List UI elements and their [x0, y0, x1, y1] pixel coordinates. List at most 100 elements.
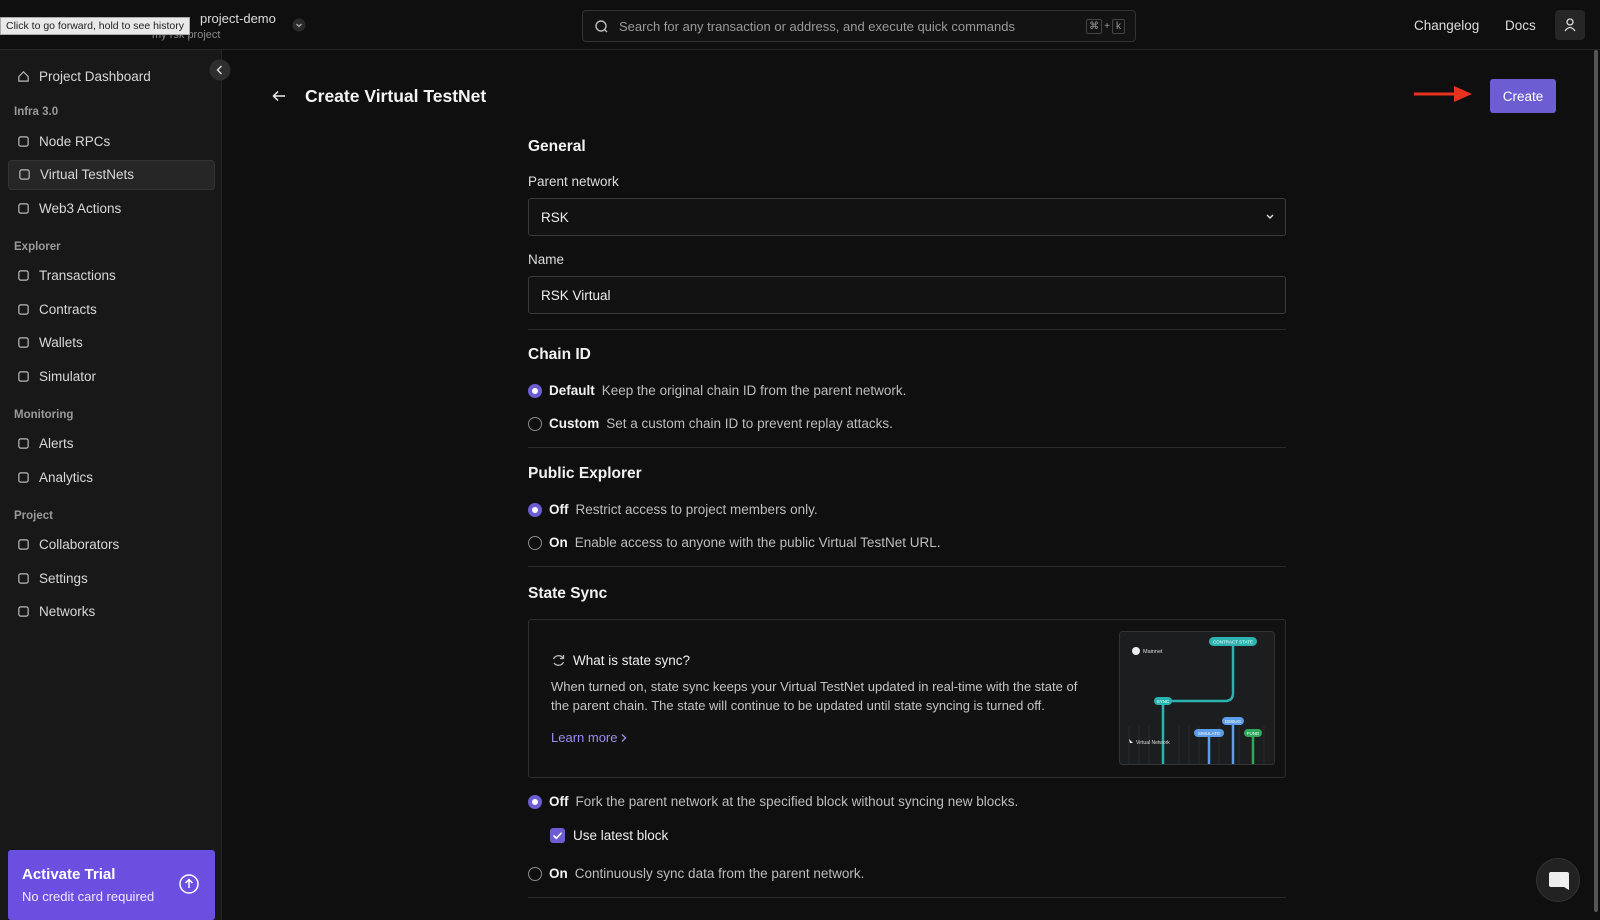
- input-value: RSK Virtual: [541, 287, 611, 303]
- nav-label: Alerts: [39, 436, 74, 451]
- radio[interactable]: [528, 866, 542, 881]
- changelog-link[interactable]: Changelog: [1414, 18, 1480, 33]
- nav-section-title: Explorer: [14, 240, 61, 253]
- nav-item[interactable]: Collaborators: [8, 530, 215, 560]
- nav-icon: [18, 135, 29, 147]
- collapse-button[interactable]: [209, 59, 231, 81]
- nav-item[interactable]: Settings: [8, 563, 215, 593]
- project-dropdown[interactable]: [292, 18, 306, 32]
- nav-item[interactable]: Networks: [8, 597, 215, 627]
- checkbox-row[interactable]: Use latest block: [550, 828, 668, 843]
- option-label: Off: [549, 794, 569, 809]
- trial-icon: [179, 874, 199, 894]
- nav-section-title: Monitoring: [14, 408, 74, 421]
- nav-item[interactable]: Wallets: [8, 328, 215, 358]
- nav-label: Virtual TestNets: [40, 167, 135, 182]
- chat-button[interactable]: [1536, 858, 1580, 902]
- shortcut-plus: +: [1104, 20, 1110, 32]
- trial-subtitle: No credit card required: [22, 889, 155, 904]
- nav-icon: [18, 539, 29, 550]
- divider: [528, 447, 1286, 448]
- link-chevron: [622, 733, 627, 742]
- page-title: Create Virtual TestNet: [305, 86, 487, 106]
- radio-option[interactable]: Default Keep the original chain ID from t…: [528, 383, 906, 398]
- radio[interactable]: [528, 502, 542, 517]
- shortcut-key: ⌘: [1086, 18, 1103, 34]
- radio-option[interactable]: On Continuously sync data from the parent…: [528, 866, 864, 881]
- nav-label: Analytics: [39, 469, 94, 485]
- create-button[interactable]: Create: [1490, 79, 1556, 113]
- search-icon: [595, 20, 608, 33]
- option-description: Set a custom chain ID to prevent replay …: [606, 416, 893, 431]
- radio-option[interactable]: Custom Set a custom chain ID to prevent r…: [528, 416, 893, 431]
- info-title: What is state sync?: [573, 653, 691, 668]
- nav-icon: [18, 572, 29, 584]
- radio-option[interactable]: Off Restrict access to project members on…: [528, 502, 818, 517]
- user-menu[interactable]: [1555, 10, 1585, 40]
- checkbox-label: Use latest block: [573, 828, 669, 843]
- nav-item[interactable]: Alerts: [8, 429, 215, 459]
- shortcut-key: k: [1112, 18, 1125, 34]
- parent-network-select[interactable]: RSK: [528, 198, 1286, 236]
- section-heading: Chain ID: [528, 346, 591, 363]
- nav-icon: [18, 303, 29, 315]
- nav-label: Contracts: [39, 301, 97, 317]
- red-arrow: [1414, 86, 1472, 102]
- scrollbar: [1594, 50, 1598, 912]
- project-name[interactable]: project-demo: [200, 11, 276, 26]
- activate-trial-banner[interactable]: Activate Trial No credit card required: [8, 850, 215, 920]
- sidebar: Project Dashboard Infra 3.0 Node RPCs Virt…: [0, 50, 231, 920]
- section-heading: General: [528, 138, 586, 155]
- nav-item[interactable]: Simulator: [8, 361, 215, 391]
- diagram-label: SYNC: [1157, 699, 1170, 704]
- nav-item[interactable]: Contracts: [8, 294, 215, 324]
- radio[interactable]: [528, 794, 542, 809]
- docs-link[interactable]: Docs: [1505, 18, 1536, 33]
- nav-label: Wallets: [39, 335, 83, 350]
- radio-option[interactable]: Off Fork the parent network at the specif…: [528, 794, 1018, 809]
- nav-item[interactable]: Node RPCs: [8, 126, 215, 156]
- radio[interactable]: [528, 383, 542, 398]
- chat-icon: [1549, 872, 1569, 890]
- nav-label: Transactions: [39, 268, 116, 283]
- nav-item[interactable]: Analytics: [8, 462, 215, 492]
- top-bar: Click to go forward, hold to see history…: [0, 0, 1600, 50]
- nav-label: Node RPCs: [39, 133, 111, 149]
- nav-icon: [19, 169, 30, 180]
- diagram-label: CONTRACT STATE: [1213, 640, 1253, 645]
- radio[interactable]: [528, 535, 542, 550]
- option-description: Keep the original chain ID from the pare…: [601, 383, 907, 398]
- info-text: When turned on, state sync keeps your Vi…: [551, 679, 1078, 713]
- learn-more-link[interactable]: Learn more: [551, 730, 628, 745]
- back-button[interactable]: [270, 88, 288, 104]
- option-label: On: [549, 866, 568, 881]
- nav-icon: [18, 337, 29, 348]
- checkbox[interactable]: [550, 828, 565, 843]
- name-input[interactable]: RSK Virtual: [528, 276, 1286, 314]
- search-box[interactable]: Search for any transaction or address, a…: [582, 10, 1136, 42]
- nav-item[interactable]: Virtual TestNets: [8, 159, 215, 190]
- divider: [528, 329, 1286, 330]
- nav-item[interactable]: Transactions: [8, 261, 215, 291]
- sync-icon: [552, 655, 565, 666]
- nav-icon: [18, 606, 29, 617]
- section-heading: Public Explorer: [528, 465, 642, 482]
- option-description: Enable access to anyone with the public …: [574, 535, 941, 550]
- link-text: Learn more: [551, 730, 618, 745]
- nav-item[interactable]: Project Dashboard: [8, 61, 215, 91]
- option-description: Continuously sync data from the parent n…: [574, 866, 865, 881]
- search-placeholder: Search for any transaction or address, a…: [619, 18, 1015, 34]
- radio[interactable]: [528, 416, 542, 431]
- select-chevron: [1266, 214, 1274, 219]
- diagram-label: DEBUG: [1225, 719, 1242, 724]
- nav-icon: [18, 202, 29, 214]
- radio-option[interactable]: On Enable access to anyone with the publi…: [528, 535, 940, 550]
- nav-label: Simulator: [39, 368, 97, 384]
- trial-title: Activate Trial: [22, 866, 116, 883]
- nav-section-title: Infra 3.0: [14, 106, 59, 118]
- diagram-label: SIMULATE: [1198, 731, 1220, 736]
- nav-item[interactable]: Web3 Actions: [8, 193, 215, 223]
- nav-icon: [18, 270, 29, 281]
- tooltip: Click to go forward, hold to see history: [0, 17, 190, 35]
